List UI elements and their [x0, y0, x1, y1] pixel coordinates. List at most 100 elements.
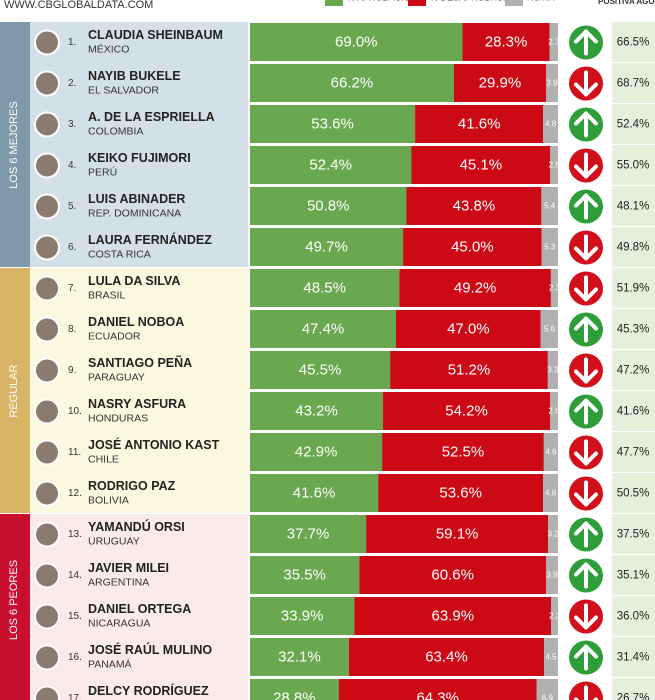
bar-nsnr: [548, 515, 558, 553]
last-background: [612, 514, 655, 554]
last-background: [612, 473, 655, 513]
last-value: 50.5%: [617, 488, 650, 500]
last-background: [612, 104, 655, 144]
bar-approval: [250, 146, 412, 184]
nsnr-label: 5.6: [544, 325, 556, 334]
bar-label: 53.6%: [311, 115, 354, 132]
last-background: [612, 186, 655, 226]
photo: [34, 275, 60, 302]
photo: [34, 398, 60, 425]
nsnr-label: 5.4: [544, 202, 556, 211]
rank: 3.: [68, 119, 76, 130]
trend-arrow: [574, 111, 598, 138]
rank: 7.: [68, 283, 76, 294]
bar-disapproval: [383, 392, 550, 430]
bar-nsnr: [547, 351, 558, 389]
name: LUIS ABINADER: [88, 192, 185, 206]
trend-arrow: [574, 234, 598, 261]
bar-label: 63.9%: [432, 607, 475, 624]
country: BOLIVIA: [88, 494, 129, 506]
rank: 9.: [68, 365, 76, 376]
nsnr-label: 3.9: [546, 571, 558, 580]
last-background: [612, 555, 655, 595]
nsnr-label: 2.5: [549, 161, 561, 170]
bar-label: 63.4%: [425, 648, 468, 665]
trend-arrow: [574, 439, 598, 466]
bar-approval: [250, 679, 339, 700]
bar-label: 59.1%: [436, 525, 479, 542]
bar-approval: [250, 310, 396, 348]
bar-disapproval: [406, 187, 542, 225]
bar-nsnr: [543, 105, 558, 143]
bar-label: 45.0%: [451, 238, 494, 255]
bar-nsnr: [550, 146, 558, 184]
bar-disapproval: [366, 515, 549, 553]
bar-label: 47.0%: [447, 320, 490, 337]
photo: [34, 603, 60, 630]
nsnr-label: 3.3: [547, 366, 559, 375]
last-background: [612, 391, 655, 431]
trend-arrow: [574, 193, 598, 220]
rank: 5.: [68, 201, 76, 212]
bar-label: 32.1%: [278, 648, 321, 665]
photo: [34, 70, 60, 97]
bar-label: 42.9%: [295, 443, 338, 460]
rank: 10.: [68, 406, 82, 417]
country: COSTA RICA: [88, 248, 151, 260]
legend-label: NS/NR: [527, 0, 556, 2]
bar-disapproval: [390, 351, 548, 389]
trend-arrow: [574, 316, 598, 343]
bar-disapproval: [415, 105, 544, 143]
bar-nsnr: [550, 269, 558, 307]
country: HONDURAS: [88, 412, 148, 424]
nsnr-label: 5.3: [544, 243, 556, 252]
bar-nsnr: [540, 310, 558, 348]
bar-label: 50.8%: [307, 197, 350, 214]
bar-disapproval: [354, 597, 552, 635]
photo: [34, 357, 60, 384]
group-band: [0, 514, 30, 700]
country: REP. DOMINICANA: [88, 207, 181, 219]
name: SANTIAGO PEÑA: [88, 355, 192, 370]
last-background: [612, 432, 655, 472]
site: WWW.CBGLOBALDATA.COM: [4, 0, 153, 11]
rank: 12.: [68, 488, 82, 499]
bar-label: 52.4%: [309, 156, 352, 173]
bar-label: 66.2%: [331, 74, 374, 91]
nsnr-label: 3.9: [546, 79, 558, 88]
last-value: 45.3%: [617, 324, 650, 336]
bar-label: 45.5%: [299, 361, 342, 378]
name-background: [30, 22, 248, 267]
name: DANIEL NOBOA: [88, 315, 184, 329]
last-value: 52.4%: [617, 119, 650, 131]
country: PARAGUAY: [88, 371, 145, 383]
bar-nsnr: [536, 679, 558, 700]
rank: 4.: [68, 160, 76, 171]
last-background: [612, 596, 655, 636]
rank: 1.: [68, 37, 76, 48]
group-label: LOS 6 PEORES: [8, 560, 20, 640]
bar-approval: [250, 187, 407, 225]
photo: [34, 562, 60, 589]
bar-label: 28.3%: [485, 33, 528, 50]
name: JAVIER MILEI: [88, 561, 169, 575]
name: LAURA FERNÁNDEZ: [88, 232, 212, 247]
rank: 17.: [68, 693, 82, 700]
last-background: [612, 268, 655, 308]
rank: 6.: [68, 242, 76, 253]
last-value: 47.7%: [617, 447, 650, 459]
bar-nsnr: [543, 474, 558, 512]
name: LULA DA SILVA: [88, 274, 180, 288]
last-value: 48.1%: [617, 201, 650, 213]
country: COLOMBIA: [88, 125, 143, 137]
bar-label: 43.8%: [453, 197, 496, 214]
group-label: REGULAR: [8, 364, 20, 417]
bar-nsnr: [541, 228, 558, 266]
bar-nsnr: [551, 597, 558, 635]
bar-disapproval: [395, 310, 541, 348]
bar-disapproval: [403, 228, 542, 266]
nsnr-label: 4.6: [545, 448, 557, 457]
bar-label: 43.2%: [295, 402, 338, 419]
bar-disapproval: [453, 64, 546, 102]
rank: 16.: [68, 652, 82, 663]
